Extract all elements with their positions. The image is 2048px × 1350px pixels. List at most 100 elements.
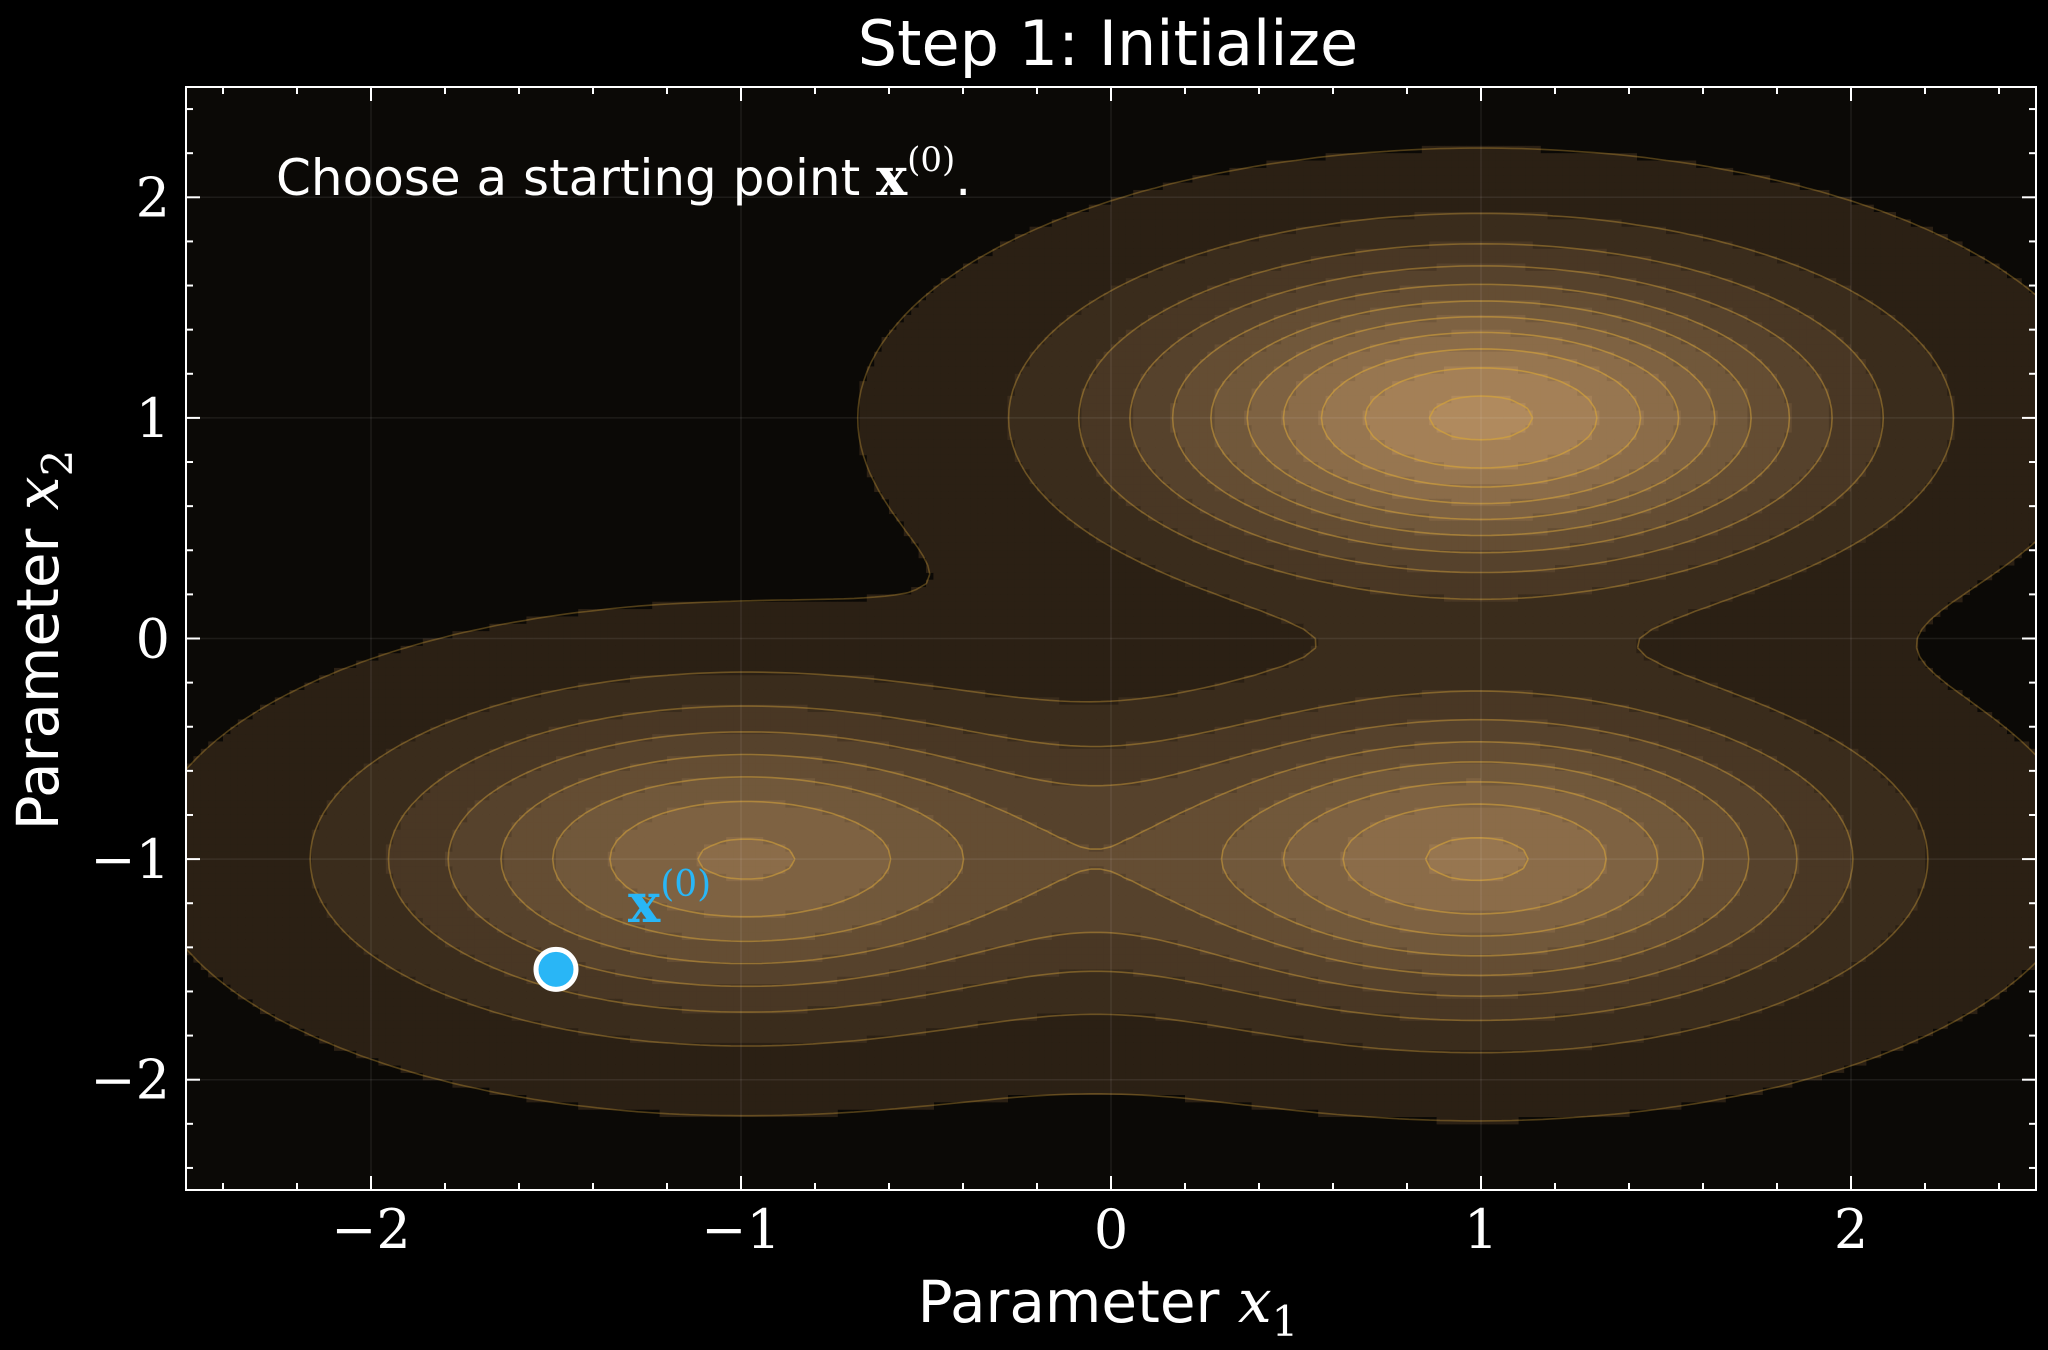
contour-band-cell (1666, 322, 1674, 331)
contour-band-cell (1984, 278, 1993, 287)
contour-band-cell (1199, 248, 1208, 257)
contour-band-cell (2028, 300, 2036, 309)
contour-band-cell (1133, 417, 1142, 426)
contour-band-cell (955, 314, 964, 323)
contour-band-cell (1658, 351, 1667, 360)
contour-band-cell (1399, 388, 1408, 397)
contour-band-cell (1991, 278, 2000, 287)
contour-band-cell (1695, 204, 1704, 213)
contour-band-cell (1525, 337, 1534, 345)
contour-band-cell (1133, 403, 1142, 412)
contour-band-cell (1532, 322, 1541, 331)
contour-band-cell (1629, 417, 1637, 426)
contour-band-cell (1481, 359, 1489, 368)
contour-band-cell (1636, 197, 1645, 206)
contour-band-cell (2006, 307, 2015, 316)
contour-band-cell (1318, 366, 1327, 375)
contour-band-cell (1066, 381, 1075, 390)
contour-band-cell (1991, 263, 2000, 272)
contour-band-cell (1910, 263, 1919, 272)
contour-band-cell (1865, 263, 1874, 272)
contour-band-cell (1680, 403, 1689, 412)
contour-band-cell (1133, 248, 1142, 257)
contour-band-cell (1125, 292, 1134, 301)
contour-band-cell (1185, 417, 1193, 426)
contour-band-cell (1725, 248, 1734, 257)
contour-band-cell (1481, 226, 1489, 235)
contour-band-cell (1791, 314, 1800, 323)
contour-band-cell (1473, 285, 1482, 294)
contour-band-cell (1532, 204, 1541, 213)
contour-band-cell (1991, 314, 2000, 323)
contour-band-cell (963, 270, 971, 279)
contour-band-cell (1185, 182, 1193, 191)
contour-band-cell (933, 425, 942, 434)
contour-band-cell (1421, 307, 1430, 316)
contour-band-cell (1910, 256, 1919, 265)
contour-band-cell (1162, 219, 1171, 228)
contour-band-cell (1096, 329, 1105, 338)
contour-band-cell (1074, 351, 1082, 360)
contour-band-cell (926, 395, 934, 404)
contour-band-cell (1259, 256, 1267, 265)
contour-band-cell (1044, 300, 1053, 309)
contour-band-cell (1259, 314, 1267, 323)
contour-band-cell (1688, 278, 1697, 287)
contour-band-cell (1821, 285, 1830, 294)
contour-band-cell (1059, 329, 1068, 338)
contour-band-cell (1555, 322, 1563, 331)
contour-band-cell (1118, 263, 1127, 272)
contour-band-cell (881, 395, 890, 404)
contour-band-cell (992, 410, 1001, 419)
contour-band-cell (1695, 359, 1704, 368)
contour-band-cell (1318, 395, 1327, 404)
contour-band-cell (1022, 359, 1031, 368)
contour-band-cell (1828, 292, 1837, 301)
contour-band-cell (1762, 219, 1771, 228)
contour-band-cell (1429, 410, 1438, 419)
contour-band-cell (1377, 189, 1386, 198)
contour-band-cell (1614, 314, 1623, 323)
contour-band-cell (1096, 285, 1105, 294)
contour-band-cell (1481, 403, 1489, 412)
contour-band-cell (1710, 373, 1719, 382)
contour-band-cell (1717, 241, 1726, 250)
contour-band-cell (1236, 403, 1245, 412)
contour-band-cell (1140, 329, 1149, 338)
contour-band-cell (1259, 226, 1267, 235)
contour-band-cell (1584, 292, 1593, 301)
contour-band-cell (1185, 263, 1193, 272)
contour-band-cell (1207, 403, 1216, 412)
contour-band-cell (1643, 167, 1652, 176)
contour-band-cell (881, 417, 890, 426)
contour-band-cell (1888, 403, 1896, 412)
contour-band-cell (1651, 248, 1660, 257)
contour-band-cell (1133, 300, 1142, 309)
contour-band-cell (1703, 300, 1711, 309)
contour-band-cell (1355, 219, 1364, 228)
contour-band-cell (1399, 337, 1408, 345)
contour-band-cell (1362, 285, 1371, 294)
contour-band-cell (1059, 270, 1068, 279)
contour-band-cell (1806, 403, 1815, 412)
contour-band-cell (1547, 226, 1556, 235)
contour-band-cell (2006, 322, 2015, 331)
contour-band-cell (1303, 337, 1312, 345)
contour-band-cell (1503, 204, 1512, 213)
contour-band-cell (1355, 359, 1364, 368)
contour-band-cell (1222, 395, 1230, 404)
contour-band-cell (1976, 395, 1985, 404)
contour-band-cell (1643, 410, 1652, 419)
contour-band-cell (1851, 307, 1859, 316)
contour-band-cell (1703, 167, 1711, 176)
contour-band-cell (1510, 307, 1519, 316)
contour-band-cell (1577, 285, 1586, 294)
contour-band-cell (2021, 395, 2030, 404)
contour-band-cell (1303, 322, 1312, 331)
contour-band-cell (1851, 337, 1859, 345)
contour-band-cell (1769, 381, 1778, 390)
contour-band-cell (1880, 403, 1889, 412)
contour-band-cell (1310, 373, 1319, 382)
contour-band-cell (1547, 410, 1556, 419)
contour-band-cell (1592, 373, 1600, 382)
